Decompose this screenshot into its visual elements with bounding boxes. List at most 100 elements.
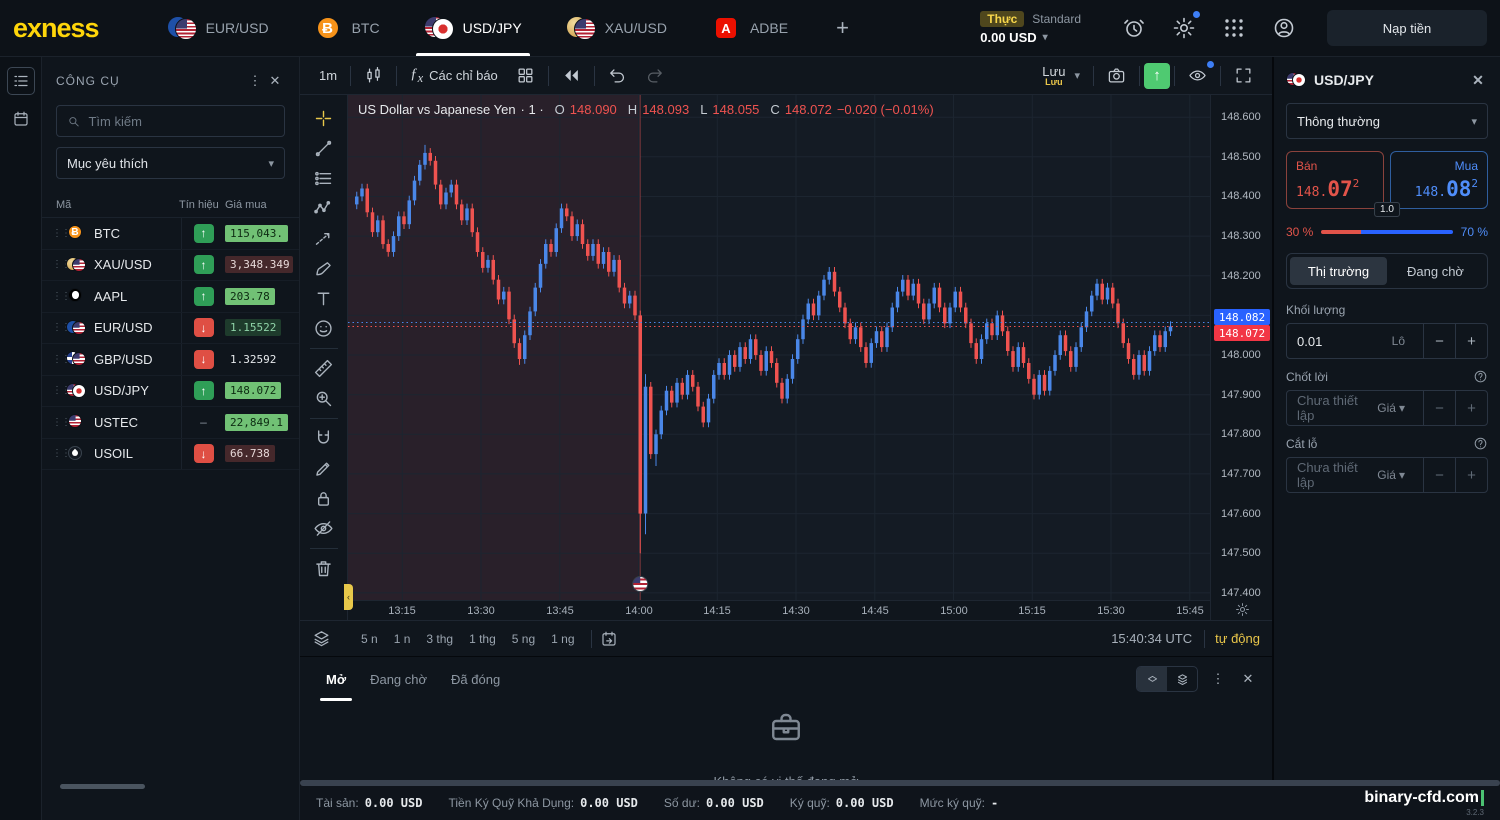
add-tab-button[interactable]: +: [836, 15, 849, 40]
buy-button[interactable]: Mua 148.082: [1390, 151, 1488, 209]
sell-button[interactable]: Bán 148.072: [1286, 151, 1384, 209]
account-icon[interactable]: [1272, 16, 1296, 40]
tab-eurusd[interactable]: EUR/USD: [145, 0, 291, 56]
layout-grid-button[interactable]: [507, 63, 544, 89]
object-tree-icon[interactable]: [312, 629, 331, 648]
drawing-mode-tool[interactable]: [307, 454, 341, 483]
tab-usdjpy[interactable]: USD/JPY: [402, 0, 544, 56]
indicators-button[interactable]: ƒx Các chỉ báo: [401, 63, 507, 89]
zoom-in-tool[interactable]: [307, 384, 341, 413]
measure-tool[interactable]: [307, 354, 341, 383]
alarm-icon[interactable]: [1122, 16, 1146, 40]
remove-drawings-tool[interactable]: [307, 554, 341, 583]
brush-tool[interactable]: [307, 254, 341, 283]
fib-lines-tool[interactable]: [307, 164, 341, 193]
watchlist-row-ustec[interactable]: ⋮⋮ USTEC – 22,849.1: [42, 407, 299, 439]
interval-button[interactable]: 1m: [319, 68, 338, 83]
magnet-tool[interactable]: [307, 424, 341, 453]
bottom-scrollbar[interactable]: [300, 780, 1500, 786]
search-box[interactable]: [56, 105, 285, 137]
kebab-menu-icon[interactable]: ⋮: [1211, 671, 1225, 686]
tf-1n[interactable]: 1 n: [393, 631, 411, 646]
watch-mode-button[interactable]: [1179, 60, 1216, 89]
tab-btc[interactable]: Ƀ BTC: [291, 0, 402, 56]
lock-drawings-tool[interactable]: [307, 484, 341, 513]
drag-handle[interactable]: ⋮⋮: [52, 227, 71, 239]
account-switcher[interactable]: Thực Standard 0.00 USD ▾: [980, 11, 1081, 45]
drag-handle[interactable]: ⋮⋮: [52, 416, 71, 428]
help-icon[interactable]: [1473, 436, 1488, 451]
sl-increase-button[interactable]: +: [1455, 458, 1487, 492]
calendar-button[interactable]: [7, 105, 35, 133]
undo-button[interactable]: [599, 63, 636, 89]
text-tool[interactable]: [307, 284, 341, 313]
tf-1thg[interactable]: 1 thg: [469, 631, 496, 646]
volume-increase-button[interactable]: +: [1455, 324, 1487, 358]
tab-open[interactable]: Mở: [314, 657, 358, 701]
volume-input[interactable]: 0.01 Lô: [1287, 324, 1423, 358]
close-icon[interactable]: ✕: [1242, 671, 1254, 686]
watchlist-row-aapl[interactable]: ⋮⋮ AAPL ↑ 203.78: [42, 281, 299, 313]
search-input[interactable]: [88, 113, 274, 129]
order-mode-select[interactable]: Thông thường ▾: [1286, 103, 1488, 139]
price-axis[interactable]: 148.600 148.500 148.400 148.300 148.200 148.0…: [1210, 95, 1272, 620]
drag-handle[interactable]: ⋮⋮: [52, 290, 71, 302]
crosshair-tool[interactable]: [307, 104, 341, 133]
tab-xauusd[interactable]: XAU/USD: [544, 0, 689, 56]
quick-trade-button[interactable]: ↑: [1144, 62, 1170, 89]
watchlist-row-usoil[interactable]: ⋮⋮ USOIL ↓ 66.738: [42, 438, 299, 470]
axis-settings-icon[interactable]: [1235, 602, 1250, 617]
tf-5n[interactable]: 5 n: [361, 631, 378, 646]
drag-handle[interactable]: ⋮⋮: [52, 259, 71, 271]
tf-1ng[interactable]: 1 ng: [551, 631, 575, 646]
time-axis[interactable]: 13:15 13:30 13:45 14:00 14:15 14:30 14:45 15:00…: [348, 600, 1210, 620]
redo-button[interactable]: [636, 63, 673, 89]
watchlist-row-eurusd[interactable]: ⋮⋮ EUR/USD ↓ 1.15522: [42, 312, 299, 344]
replay-button[interactable]: [553, 63, 590, 89]
horizontal-scrollbar[interactable]: [60, 784, 145, 789]
tf-5ng[interactable]: 5 ng: [511, 631, 536, 646]
close-icon[interactable]: ✕: [1472, 71, 1484, 88]
save-dropdown-button[interactable]: ▾: [1065, 63, 1089, 89]
tp-increase-button[interactable]: +: [1455, 391, 1487, 425]
apps-grid-icon[interactable]: [1222, 16, 1246, 40]
watchlist-row-gbpusd[interactable]: ⋮⋮ GBP/USD ↓ 1.32592: [42, 344, 299, 376]
tf-3thg[interactable]: 3 thg: [426, 631, 454, 646]
drag-handle[interactable]: ⋮⋮: [52, 385, 71, 397]
go-to-date-icon[interactable]: [600, 630, 618, 648]
candlestick-chart[interactable]: [348, 95, 1210, 600]
ungrouped-view-button[interactable]: [1137, 667, 1167, 691]
watchlist-row-btc[interactable]: ⋮⋮ Ƀ BTC ↑ 115,043.: [42, 218, 299, 250]
instruments-list-button[interactable]: [6, 67, 35, 95]
kebab-menu-icon[interactable]: ⋮: [248, 73, 262, 88]
forecast-tool[interactable]: [307, 224, 341, 253]
drag-handle[interactable]: ⋮⋮: [52, 448, 71, 460]
sl-decrease-button[interactable]: −: [1423, 458, 1455, 492]
take-profit-input[interactable]: Chưa thiết lập Giá ▾: [1297, 393, 1405, 423]
tab-market[interactable]: Thị trường: [1290, 257, 1387, 285]
close-icon[interactable]: ✕: [269, 73, 281, 88]
emoji-tool[interactable]: [307, 314, 341, 343]
watchlist-row-xauusd[interactable]: ⋮⋮ XAU/USD ↑ 3,348.349: [42, 249, 299, 281]
clock[interactable]: 15:40:34 UTC: [1111, 631, 1193, 646]
tab-adbe[interactable]: A ADBE: [689, 0, 810, 56]
hide-drawings-tool[interactable]: [307, 514, 341, 543]
fullscreen-button[interactable]: [1225, 63, 1262, 89]
tab-pending-order[interactable]: Đang chờ: [1407, 263, 1464, 279]
tab-closed[interactable]: Đã đóng: [451, 671, 501, 687]
chart-plot[interactable]: US Dollar vs Japanese Yen · 1 · O 148.090…: [344, 95, 1210, 620]
drag-handle[interactable]: ⋮⋮: [52, 353, 71, 365]
grouped-view-button[interactable]: [1167, 667, 1197, 691]
tp-decrease-button[interactable]: −: [1423, 391, 1455, 425]
pattern-tool[interactable]: [307, 194, 341, 223]
gear-icon[interactable]: [1172, 11, 1200, 40]
save-layout-button[interactable]: Lưu Lưu: [1042, 65, 1065, 87]
tab-pending[interactable]: Đang chờ: [370, 671, 428, 687]
volume-decrease-button[interactable]: −: [1423, 324, 1455, 358]
watchlist-row-usdjpy[interactable]: ⋮⋮ USD/JPY ↑ 148.072: [42, 375, 299, 407]
drag-handle[interactable]: ⋮⋮: [52, 322, 71, 334]
favorites-dropdown[interactable]: Mục yêu thích ▾: [56, 147, 285, 179]
stop-loss-input[interactable]: Chưa thiết lập Giá ▾: [1297, 460, 1405, 490]
timezone-mode[interactable]: tự động: [1215, 631, 1260, 646]
collapse-panel-tab[interactable]: ‹: [344, 584, 353, 610]
